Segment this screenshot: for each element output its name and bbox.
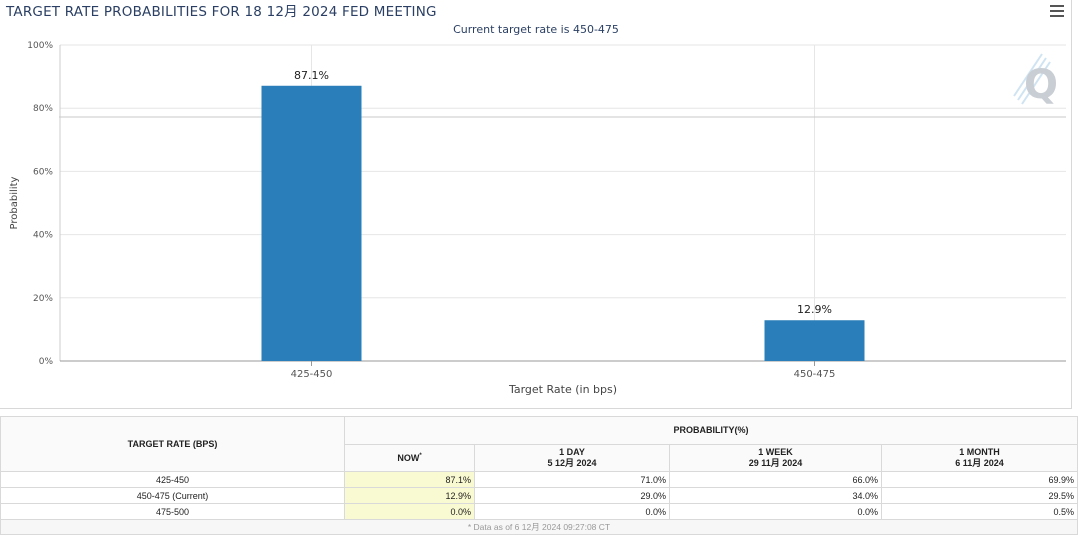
header-1month: 1 MONTH 6 11月 2024: [881, 443, 1078, 472]
table-row: 425-450 87.1% 71.0% 66.0% 69.9%: [0, 471, 1078, 488]
rate-cell: 450-475 (Current): [0, 487, 345, 504]
month-cell: 69.9%: [881, 471, 1078, 488]
bar-value-label: 12.9%: [797, 303, 832, 316]
y-axis-title: Probability: [9, 176, 20, 229]
x-axis-title: Target Rate (in bps): [508, 383, 617, 396]
x-tick-label: 450-475: [794, 369, 836, 380]
week-cell: 0.0%: [669, 503, 882, 520]
rate-cell: 425-450: [0, 471, 345, 488]
y-tick-label: 0%: [39, 357, 54, 367]
day-cell: 0.0%: [474, 503, 670, 520]
week-cell: 34.0%: [669, 487, 882, 504]
y-tick-label: 60%: [33, 167, 53, 177]
month-cell: 0.5%: [881, 503, 1078, 520]
chart-title: TARGET RATE PROBABILITIES FOR 18 12月 202…: [6, 4, 437, 20]
table-row: 450-475 (Current) 12.9% 29.0% 34.0% 29.5…: [0, 487, 1078, 504]
y-tick-label: 40%: [33, 231, 53, 241]
month-cell: 29.5%: [881, 487, 1078, 504]
chart-subtitle: Current target rate is 450-475: [453, 23, 619, 36]
header-target-rate: TARGET RATE (BPS): [0, 416, 345, 472]
header-1week: 1 WEEK 29 11月 2024: [669, 443, 882, 472]
svg-text:Q: Q: [1024, 62, 1058, 108]
q-logo-icon: Q: [1013, 53, 1058, 108]
y-tick-label: 20%: [33, 294, 53, 304]
header-now: NOW*: [344, 443, 475, 472]
week-cell: 66.0%: [669, 471, 882, 488]
bar-chart: 0% 20% 40% 60% 80% 100% 87.1% 425-450 12.9% 450-4…: [9, 41, 1066, 396]
table-row: 475-500 0.0% 0.0% 0.0% 0.5%: [0, 503, 1078, 520]
bar-value-label: 87.1%: [294, 69, 329, 82]
bar: [764, 320, 865, 361]
now-cell: 87.1%: [344, 471, 475, 488]
hamburger-menu-icon[interactable]: [1050, 5, 1064, 17]
data-timestamp-footnote: * Data as of 6 12月 2024 09:27:08 CT: [0, 519, 1078, 535]
header-1day: 1 DAY 5 12月 2024: [474, 443, 670, 472]
y-tick-label: 100%: [27, 41, 53, 51]
probability-table: TARGET RATE (BPS) PROBABILITY(%) NOW* 1 …: [0, 416, 1078, 535]
y-tick-label: 80%: [33, 104, 53, 114]
bar: [261, 85, 362, 361]
day-cell: 71.0%: [474, 471, 670, 488]
header-probability: PROBABILITY(%): [344, 416, 1078, 445]
x-tick-label: 425-450: [291, 369, 333, 380]
now-cell: 12.9%: [344, 487, 475, 504]
day-cell: 29.0%: [474, 487, 670, 504]
now-cell: 0.0%: [344, 503, 475, 520]
rate-cell: 475-500: [0, 503, 345, 520]
